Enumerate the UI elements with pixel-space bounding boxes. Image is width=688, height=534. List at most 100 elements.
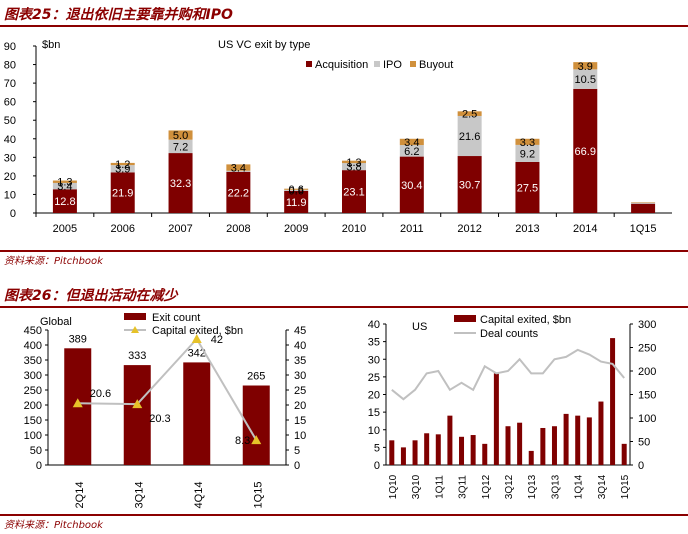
line-capital-exited — [77, 337, 258, 441]
x-tick-label: 2005 — [53, 223, 77, 235]
figure-26-title: 图表26：但退出活动在减少 — [4, 288, 178, 304]
data-label-capital-exited: 20.3 — [149, 413, 170, 425]
bar-buyout — [342, 160, 366, 164]
bar-ipo — [168, 139, 193, 154]
legend-swatch-capital-exited — [454, 315, 476, 322]
y-tick-label: 80 — [4, 60, 16, 72]
bar-acquisition — [342, 170, 366, 213]
y-tick-label: 30 — [4, 152, 16, 164]
y-tick-label: 70 — [4, 78, 16, 90]
data-label-acquisition: 66.9 — [575, 146, 596, 158]
right-tick-label: 25 — [294, 385, 306, 397]
bar-acquisition — [168, 153, 193, 213]
data-label-exit-count: 342 — [188, 347, 206, 359]
bar-buyout — [457, 111, 482, 116]
left-tick-label: 5 — [374, 442, 380, 454]
left-tick-label: 50 — [30, 445, 42, 457]
data-label-acquisition: 32.3 — [170, 178, 191, 190]
bar-capital-exited — [493, 373, 499, 465]
figure-26-rule — [0, 306, 688, 308]
left-tick-label: 35 — [368, 337, 380, 349]
left-tick-label: 250 — [24, 385, 42, 397]
bar-buyout — [284, 188, 309, 190]
data-label-buyout: 3.9 — [578, 61, 593, 73]
left-tick-label: 0 — [36, 460, 42, 472]
bar-acquisition — [573, 88, 598, 213]
x-tick-label: 3Q10 — [411, 474, 422, 499]
bar-ipo — [399, 145, 424, 157]
y-axis-unit-label: $bn — [42, 39, 60, 51]
x-tick-label: 1Q12 — [481, 474, 492, 499]
bar-ipo — [110, 165, 135, 173]
bar-ipo — [631, 202, 656, 204]
bar-ipo — [226, 170, 251, 172]
data-label-capital-exited: 8.3 — [235, 435, 250, 447]
right-tick-label: 0 — [638, 460, 644, 472]
data-label-buyout: 3.3 — [520, 137, 535, 149]
bar-capital-exited — [540, 427, 546, 465]
x-tick-label: 1Q14 — [574, 474, 585, 499]
left-tick-label: 350 — [24, 355, 42, 367]
bar-capital-exited — [459, 436, 465, 465]
legend-label-exit-count: Exit count — [152, 312, 200, 324]
legend-label-deal-counts: Deal counts — [480, 328, 539, 340]
figure-25-title: 图表25：退出依旧主要靠并购和IPO — [4, 7, 233, 23]
legend-swatch-acquisition — [306, 61, 312, 67]
bar-ipo — [573, 69, 598, 89]
left-tick-label: 10 — [368, 425, 380, 437]
data-label-ipo: 6.2 — [404, 146, 419, 158]
x-tick-label: 2007 — [168, 223, 192, 235]
legend-label-capital: Capital exited, $bn — [152, 325, 243, 337]
right-tick-label: 250 — [638, 343, 656, 355]
bar-acquisition — [631, 203, 656, 213]
data-label-buyout: 3.4 — [231, 163, 246, 175]
data-label-acquisition: 21.9 — [112, 188, 133, 200]
right-tick-label: 20 — [294, 400, 306, 412]
data-label-capital-exited: 20.6 — [90, 388, 111, 400]
x-tick-label: 2008 — [226, 223, 250, 235]
bar-capital-exited — [400, 447, 406, 465]
bar-buyout — [631, 202, 656, 203]
bar-capital-exited — [575, 415, 581, 465]
x-tick-label: 3Q14 — [133, 482, 145, 509]
right-tick-label: 150 — [638, 390, 656, 402]
right-tick-label: 200 — [638, 366, 656, 378]
bar-capital-exited — [470, 435, 476, 465]
data-label-buyout: 2.5 — [462, 109, 477, 121]
data-label-acquisition: 12.8 — [54, 196, 75, 208]
y-tick-label: 10 — [4, 189, 16, 201]
right-tick-label: 5 — [294, 445, 300, 457]
bar-exit-count — [183, 362, 211, 465]
x-tick-label: 2010 — [342, 223, 366, 235]
bar-capital-exited — [424, 433, 430, 465]
right-tick-label: 0 — [294, 460, 300, 472]
us-quarterly-exit-chart: 0 5 10 15 20 25 30 35 40 0 50 100 150 200 250 300 US Capi… — [368, 314, 657, 499]
left-tick-label: 150 — [24, 415, 42, 427]
bar-acquisition — [457, 156, 482, 213]
data-label-acquisition: 27.5 — [517, 182, 538, 194]
legend-swatch-ipo — [374, 61, 380, 67]
x-tick-label: 4Q14 — [193, 482, 205, 509]
bar-capital-exited — [505, 426, 511, 465]
data-label-buyout: 3.4 — [404, 137, 419, 149]
data-label-exit-count: 333 — [128, 350, 146, 362]
left-tick-label: 450 — [24, 325, 42, 337]
y-tick-label: 20 — [4, 171, 16, 183]
figure-25-rule — [0, 25, 688, 27]
bar-buyout — [52, 180, 77, 183]
data-label-buyout: 0.6 — [289, 184, 304, 196]
left-tick-label: 15 — [368, 407, 380, 419]
figure-25-source: 资料来源：Pitchbook — [4, 256, 103, 267]
data-label-buyout: 1.2 — [115, 159, 130, 171]
right-tick-label: 30 — [294, 370, 306, 382]
bar-capital-exited — [563, 413, 569, 465]
bar-buyout — [515, 138, 540, 145]
x-tick-label: 3Q13 — [550, 474, 561, 499]
bar-capital-exited — [435, 434, 441, 465]
data-label-ipo: 3.9 — [115, 164, 130, 176]
bar-acquisition — [110, 172, 135, 213]
right-tick-label: 15 — [294, 415, 306, 427]
data-label-buyout: 1.3 — [57, 177, 72, 189]
y-tick-label: 50 — [4, 115, 16, 127]
left-tick-label: 100 — [24, 430, 42, 442]
